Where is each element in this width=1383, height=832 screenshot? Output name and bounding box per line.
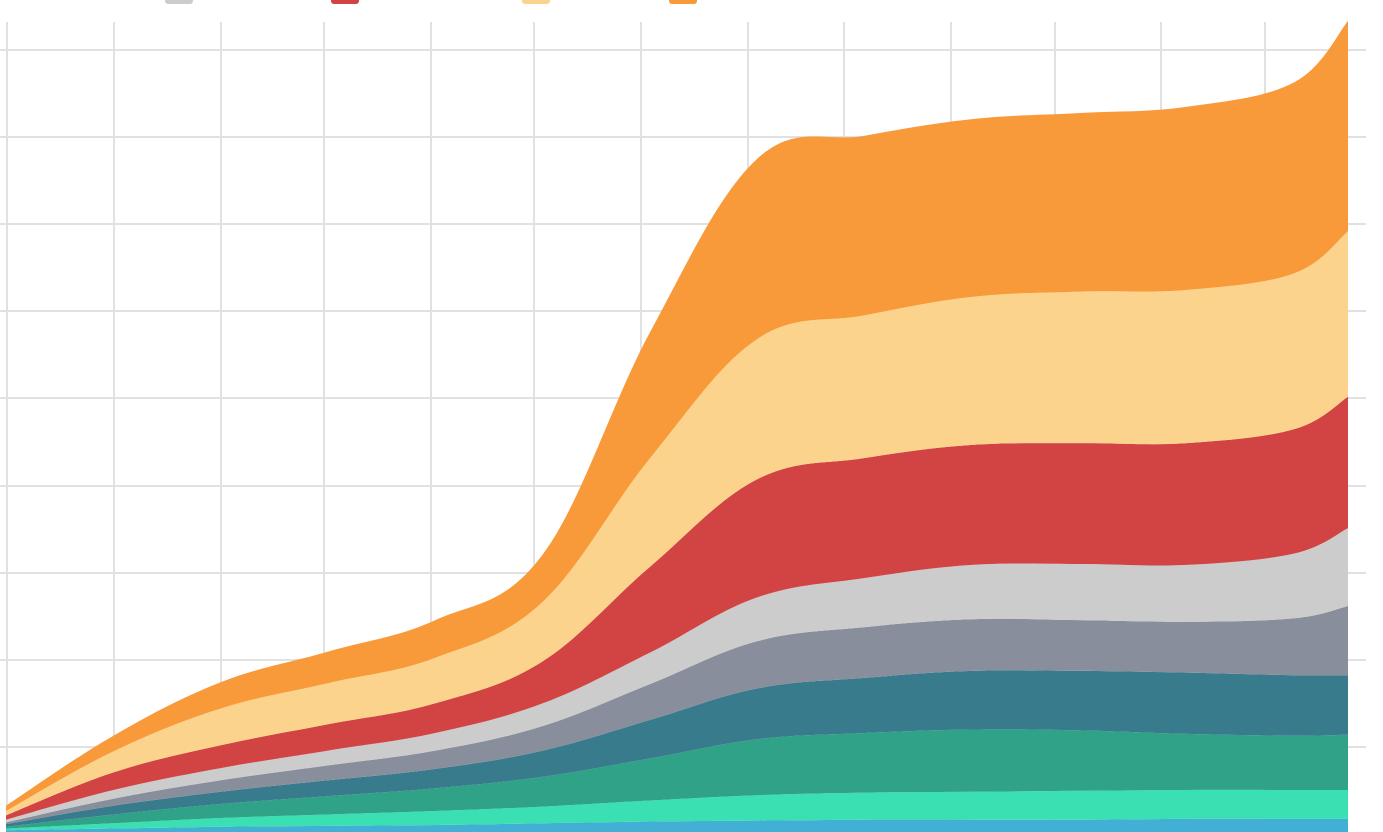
area-series-2	[6, 789, 1348, 831]
area-series-3	[6, 729, 1348, 829]
area-series-4	[6, 670, 1348, 827]
area-series-9	[6, 21, 1348, 811]
area-series-1	[6, 818, 1348, 832]
legend-swatch-3	[522, 0, 550, 4]
area-series-6	[6, 528, 1348, 823]
legend	[165, 0, 697, 4]
legend-swatch-2	[331, 0, 359, 4]
area-series-8	[6, 231, 1348, 816]
legend-swatch-4	[669, 0, 697, 4]
area-series-7	[6, 396, 1348, 820]
area-series	[6, 21, 1348, 832]
area-series-5	[6, 606, 1348, 825]
legend-swatch-1	[165, 0, 193, 4]
